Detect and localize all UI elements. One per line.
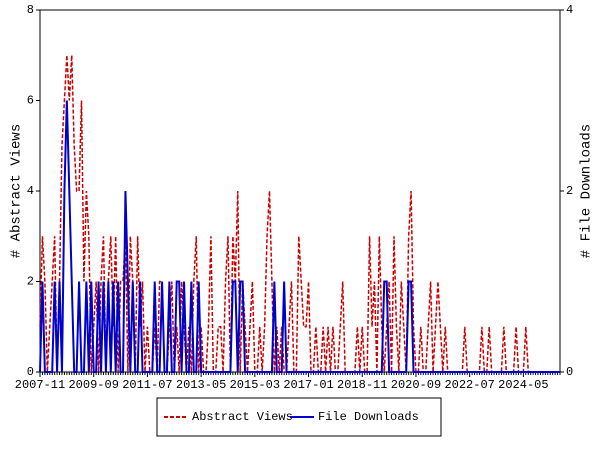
y-tick-label: 8: [27, 3, 34, 17]
y2-tick-label: 0: [566, 365, 573, 379]
legend-label: Abstract Views: [192, 410, 293, 424]
x-tick-label: 2018-11: [337, 378, 387, 392]
x-tick-label: 2017-01: [283, 378, 333, 392]
y-tick-label: 4: [27, 184, 34, 198]
x-tick-label: 2011-07: [122, 378, 172, 392]
y2-tick-label: 2: [566, 184, 573, 198]
line-series: [39, 55, 560, 373]
x-tick-label: 2015-03: [230, 378, 280, 392]
legend: [156, 397, 442, 437]
x-tick-label: 2013-05: [176, 378, 226, 392]
legend-label: File Downloads: [318, 410, 419, 424]
x-tick-label: 2007-11: [15, 378, 65, 392]
y-axis-label: # Abstract Views: [9, 124, 25, 258]
y-tick-label: 0: [27, 365, 34, 379]
x-tick-label: 2020-09: [391, 378, 441, 392]
y-tick-label: 2: [27, 275, 34, 289]
y-tick-label: 6: [27, 94, 34, 108]
x-tick-label: 2009-09: [68, 378, 118, 392]
x-tick-label: 2024-05: [498, 378, 548, 392]
y2-tick-label: 4: [566, 3, 573, 17]
y2-axis-label: # File Downloads: [579, 124, 595, 258]
line-series: [39, 100, 560, 373]
x-tick-label: 2022-07: [444, 378, 494, 392]
